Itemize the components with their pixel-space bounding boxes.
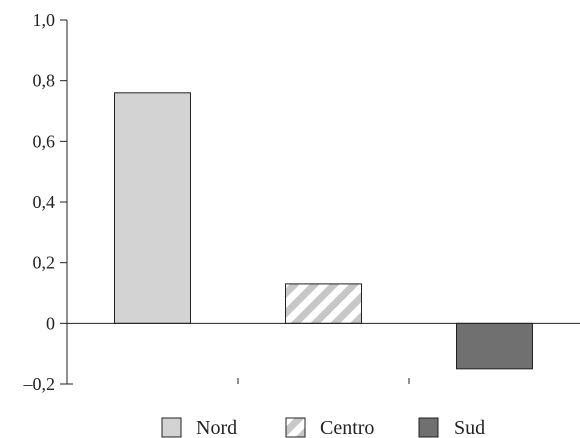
y-tick-label: 0 xyxy=(46,313,55,333)
y-axis: 1,0 0,8 0,6 0,4 0,2 0 –0,2 xyxy=(23,10,68,394)
y-tick-label: 0,4 xyxy=(33,192,56,212)
x-axis xyxy=(67,322,580,385)
y-tick-label: 0,2 xyxy=(33,253,56,273)
y-tick-label: –0,2 xyxy=(23,374,56,394)
legend-item-centro: Centro xyxy=(285,417,374,438)
bar-sud xyxy=(456,322,533,370)
bars xyxy=(114,92,533,370)
legend-swatch-centro xyxy=(285,417,306,438)
legend-item-nord: Nord xyxy=(161,417,237,438)
y-tick-label: 0,8 xyxy=(33,71,56,91)
bar-centro xyxy=(285,283,362,324)
legend-label-centro: Centro xyxy=(320,417,374,438)
bar-nord xyxy=(114,92,191,324)
y-tick-label: 1,0 xyxy=(33,10,56,30)
legend-label-sud: Sud xyxy=(454,417,485,438)
legend-swatch-nord xyxy=(161,417,182,438)
legend: Nord Centro Sud xyxy=(161,417,485,438)
legend-swatch-sud xyxy=(418,417,439,438)
legend-item-sud: Sud xyxy=(418,417,485,438)
y-tick-label: 0,6 xyxy=(33,131,56,151)
legend-label-nord: Nord xyxy=(196,417,237,438)
